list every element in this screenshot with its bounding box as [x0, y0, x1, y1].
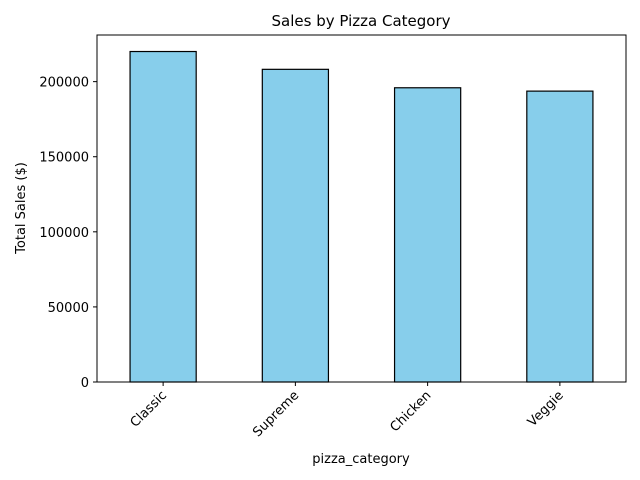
y-tick-label: 50000 — [48, 301, 89, 316]
y-axis-label: Total Sales ($) — [14, 162, 29, 255]
plot-frame — [96, 34, 627, 383]
bar-classic — [129, 50, 197, 383]
y-tick-label: 200000 — [39, 76, 89, 91]
y-tick-label: 150000 — [39, 151, 89, 166]
bar-supreme — [261, 68, 330, 383]
x-tick-label: Classic — [128, 388, 170, 430]
y-tick-label: 100000 — [39, 226, 89, 241]
chart-title: Sales by Pizza Category — [272, 12, 451, 30]
bar-chicken — [393, 87, 462, 383]
bar-veggie — [526, 90, 594, 383]
x-tick-label: Veggie — [525, 388, 567, 430]
x-tick-label: Chicken — [388, 388, 435, 435]
x-tick-label: Supreme — [250, 388, 302, 440]
y-tick-label: 0 — [81, 376, 89, 391]
x-axis-label: pizza_category — [312, 452, 410, 467]
